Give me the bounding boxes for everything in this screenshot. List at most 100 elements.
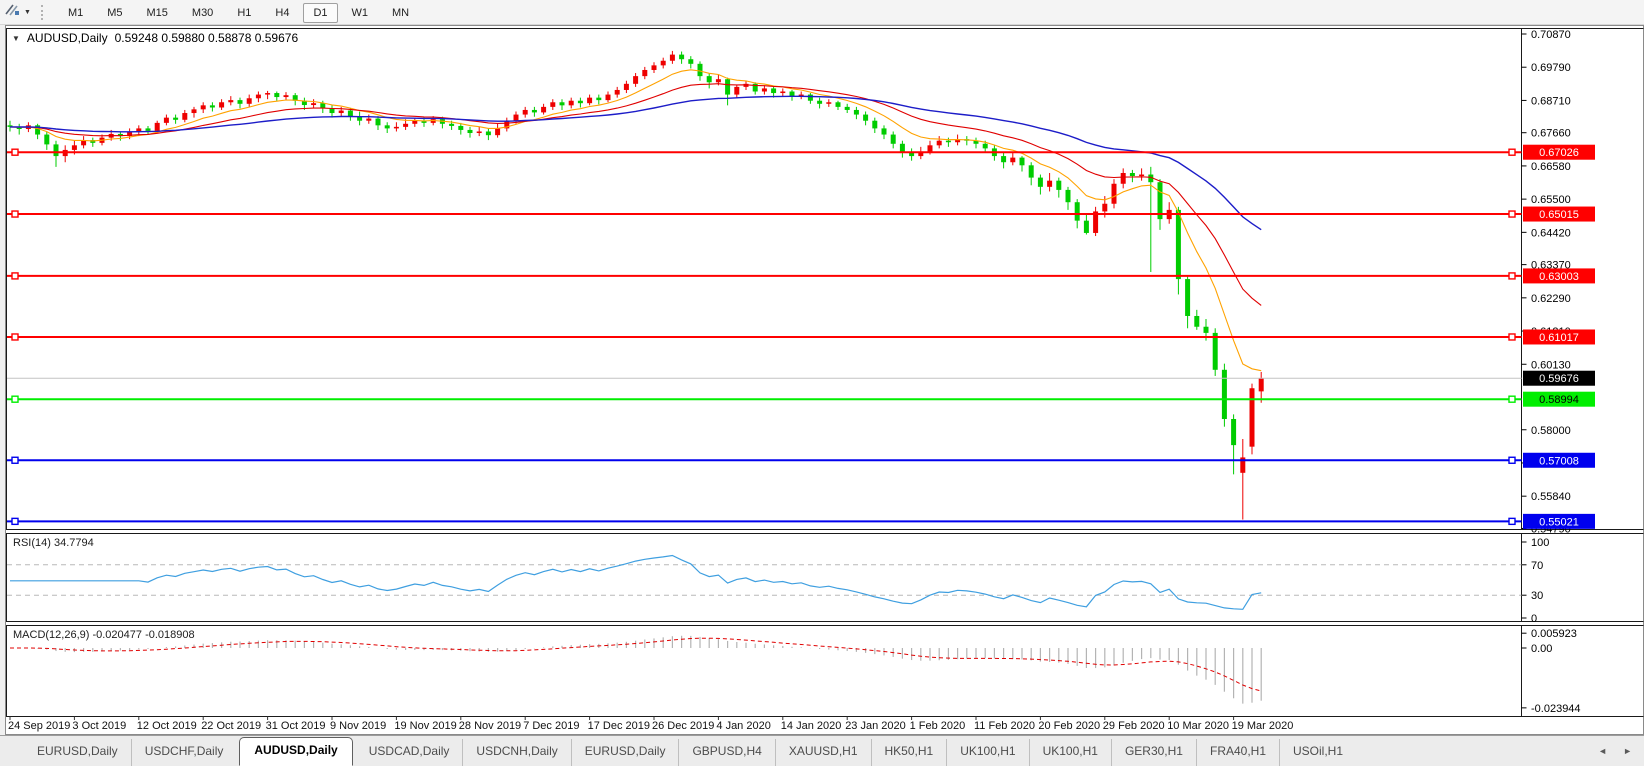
line-handle[interactable] — [1508, 517, 1516, 526]
hline-0.63003[interactable] — [7, 272, 1522, 280]
svg-text:100: 100 — [1531, 537, 1549, 549]
hline-0.57008[interactable] — [7, 456, 1522, 464]
svg-text:0.64420: 0.64420 — [1531, 227, 1571, 239]
hline-0.58994[interactable] — [7, 395, 1522, 403]
svg-text:0.57008: 0.57008 — [1539, 455, 1579, 467]
panel-splitter[interactable] — [0, 530, 1644, 533]
chart-tab-usdcad-daily[interactable]: USDCAD,Daily — [368, 744, 450, 758]
line-handle[interactable] — [11, 333, 19, 341]
time-axis[interactable]: 24 Sep 2019 3 Oct 2019 12 Oct 2019 22 Oct 2… — [8, 716, 1294, 733]
chart-tab-fra40-h1[interactable]: FRA40,H1 — [1195, 739, 1279, 766]
line-handle[interactable] — [11, 148, 19, 156]
chart-tab-gbpusd-h4[interactable]: GBPUSD,H4 — [678, 739, 774, 766]
chart-tab-uk100-h1[interactable]: UK100,H1 — [1028, 739, 1111, 766]
hline-0.61017[interactable] — [7, 333, 1522, 341]
svg-text:3 Oct 2019: 3 Oct 2019 — [72, 720, 126, 732]
svg-text:12 Oct 2019: 12 Oct 2019 — [137, 720, 197, 732]
svg-text:0.66580: 0.66580 — [1531, 161, 1571, 173]
chart-tab-eurusd-daily[interactable]: EURUSD,Daily — [37, 744, 118, 758]
tab-scroll-right-icon[interactable]: ► — [1623, 746, 1632, 756]
chevron-down-icon[interactable]: ▼ — [24, 8, 31, 16]
chart-tab-hk50-h1[interactable]: HK50,H1 — [870, 739, 947, 766]
svg-text:0.69790: 0.69790 — [1531, 62, 1571, 74]
svg-text:30: 30 — [1531, 590, 1543, 602]
line-handle[interactable] — [11, 456, 19, 464]
svg-text:-0.023944: -0.023944 — [1531, 703, 1581, 715]
chart-tab-audusd-daily[interactable]: AUDUSD,Daily — [239, 737, 353, 766]
chart-tools-icon — [4, 2, 20, 22]
tab-scroll-left-icon[interactable]: ◄ — [1598, 746, 1608, 756]
chart-tab-usoil-h1[interactable]: USOil,H1 — [1279, 739, 1356, 766]
timeframe-button-m1[interactable]: M1 — [67, 7, 84, 19]
chart-tab-bar: EURUSD,Daily USDCHF,Daily AUDUSD,Daily USDC… — [0, 735, 1644, 766]
chart-title: ▼ AUDUSD,Daily 0.59248 0.59880 0.58878 0… — [12, 31, 298, 45]
line-handle[interactable] — [11, 272, 19, 280]
chart-tab-ger30-h1[interactable]: GER30,H1 — [1110, 739, 1196, 766]
svg-text:0.70870: 0.70870 — [1531, 29, 1571, 41]
line-handle[interactable] — [1508, 272, 1516, 280]
svg-text:9 Nov 2019: 9 Nov 2019 — [330, 720, 386, 732]
macd-signal-line[interactable] — [10, 637, 1262, 692]
line-handle[interactable] — [11, 395, 19, 403]
line-handle[interactable] — [1508, 456, 1516, 464]
svg-text:23 Jan 2020: 23 Jan 2020 — [845, 720, 906, 732]
price-axis[interactable]: 0.70870 0.69790 0.68710 0.67660 0.66580 0.655… — [1521, 29, 1596, 715]
svg-text:7 Dec 2019: 7 Dec 2019 — [523, 720, 579, 732]
svg-text:0.62290: 0.62290 — [1531, 293, 1571, 305]
hline-0.67026[interactable] — [7, 148, 1522, 156]
hline-0.65015[interactable] — [7, 210, 1522, 218]
svg-text:28 Nov 2019: 28 Nov 2019 — [459, 720, 521, 732]
timeframe-button-m5[interactable]: M5 — [107, 7, 123, 19]
rsi-layer — [10, 554, 1262, 610]
chart-canvas[interactable] — [7, 29, 1522, 529]
svg-text:24 Sep 2019: 24 Sep 2019 — [8, 720, 70, 732]
chevron-down-icon[interactable]: ▼ — [12, 33, 20, 43]
svg-text:70: 70 — [1531, 560, 1543, 572]
line-handle[interactable] — [11, 210, 19, 218]
panel-splitter[interactable] — [0, 622, 1644, 625]
svg-text:0.63003: 0.63003 — [1539, 271, 1579, 283]
timeframe-button-h1[interactable]: H1 — [237, 7, 252, 19]
timeframe-button-mn[interactable]: MN — [392, 7, 410, 19]
timeframe-button-m15[interactable]: M15 — [146, 7, 168, 19]
rsi-line[interactable] — [10, 554, 1262, 610]
line-handle[interactable] — [1508, 210, 1516, 218]
svg-text:17 Dec 2019: 17 Dec 2019 — [588, 720, 650, 732]
rsi-indicator-label: RSI(14) 34.7794 — [13, 537, 94, 549]
svg-text:0.67026: 0.67026 — [1539, 147, 1579, 159]
ema-50-line[interactable] — [9, 95, 1262, 231]
svg-text:14 Jan 2020: 14 Jan 2020 — [781, 720, 842, 732]
toolbar-grip[interactable] — [40, 4, 46, 20]
line-handle[interactable] — [1508, 148, 1516, 156]
line-handle[interactable] — [11, 517, 19, 526]
timeframe-button-m30[interactable]: M30 — [191, 7, 214, 19]
timeframe-button-h4[interactable]: H4 — [275, 7, 290, 19]
svg-text:0: 0 — [1531, 613, 1537, 625]
chart-tab-uk100-h1[interactable]: UK100,H1 — [946, 739, 1028, 766]
svg-text:0.58000: 0.58000 — [1531, 425, 1571, 437]
macd-panel-border — [6, 625, 1522, 717]
svg-text:0.00: 0.00 — [1531, 643, 1552, 655]
macd-layer — [10, 635, 1262, 704]
chart-tab-xauusd-h1[interactable]: XAUUSD,H1 — [774, 739, 871, 766]
chart-tab-eurusd-daily[interactable]: EURUSD,Daily — [570, 739, 679, 766]
svg-text:0.55840: 0.55840 — [1531, 491, 1571, 503]
svg-text:0.55021: 0.55021 — [1539, 516, 1579, 528]
ema-9-line[interactable] — [9, 69, 1262, 372]
line-handle[interactable] — [1508, 395, 1516, 403]
svg-text:4 Jan 2020: 4 Jan 2020 — [716, 720, 770, 732]
timeframe-button-w1[interactable]: W1 — [351, 7, 369, 19]
timeframe-button-d1[interactable]: D1 — [303, 3, 338, 23]
main-panel-border — [6, 28, 1522, 530]
svg-text:22 Oct 2019: 22 Oct 2019 — [201, 720, 261, 732]
hline-0.55021[interactable] — [7, 517, 1522, 526]
svg-text:19 Nov 2019: 19 Nov 2019 — [394, 720, 456, 732]
rsi-panel-border — [6, 533, 1522, 622]
chart-tab-usdchf-daily[interactable]: USDCHF,Daily — [130, 739, 237, 766]
chart-window-button[interactable]: ▼ — [0, 2, 37, 22]
svg-text:19 Mar 2020: 19 Mar 2020 — [1232, 720, 1294, 732]
svg-text:0.61017: 0.61017 — [1539, 332, 1579, 344]
line-handle[interactable] — [1508, 333, 1516, 341]
svg-text:0.68710: 0.68710 — [1531, 95, 1571, 107]
chart-tab-usdcnh-daily[interactable]: USDCNH,Daily — [462, 739, 570, 766]
